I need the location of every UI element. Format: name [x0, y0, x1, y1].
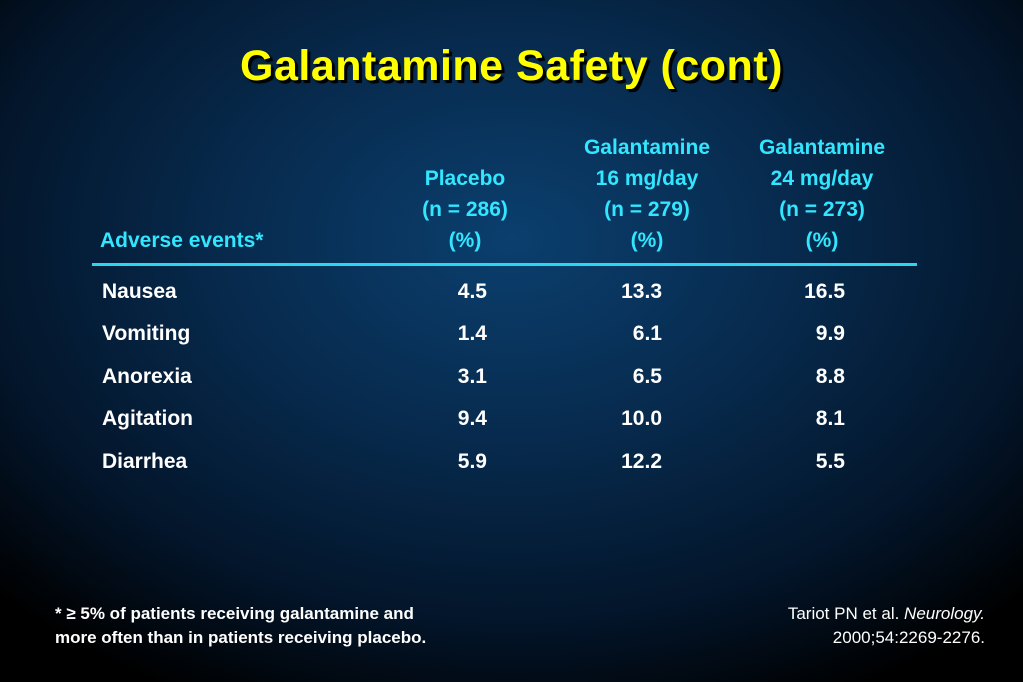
row-g24-value: 5.5: [815, 450, 845, 473]
row-event: Nausea: [102, 280, 177, 303]
header-adverse-events: Adverse events*: [100, 229, 264, 252]
row-placebo-value: 4.5: [457, 280, 487, 303]
header-galantamine-16: Galantamine 16 mg/day (n = 279) (%): [562, 132, 732, 256]
header-g16-line: (n = 279): [604, 198, 690, 221]
header-g16-line: 16 mg/day: [595, 167, 699, 190]
header-g16-line: Galantamine: [583, 136, 711, 159]
row-g16-value: 10.0: [621, 407, 662, 430]
row-g24-value: 16.5: [804, 280, 845, 303]
header-placebo-line: (%): [448, 229, 482, 252]
citation-line-1: Tariot PN et al. Neurology.: [788, 602, 985, 626]
citation-details: 2000;54:2269-2276.: [832, 628, 985, 647]
table-row: Diarrhea 5.9 12.2 5.5: [0, 450, 1023, 480]
header-placebo-line: (n = 286): [422, 198, 508, 221]
footnote: * ≥ 5% of patients receiving galantamine…: [55, 602, 426, 650]
slide-title: Galantamine Safety (cont): [240, 42, 783, 90]
header-divider: [92, 263, 917, 266]
row-event: Anorexia: [102, 365, 192, 388]
header-g24-line: 24 mg/day: [770, 167, 874, 190]
header-g24-line: (%): [805, 229, 839, 252]
table-row: Agitation 9.4 10.0 8.1: [0, 407, 1023, 437]
footnote-line: more often than in patients receiving pl…: [55, 628, 427, 647]
row-placebo-value: 3.1: [457, 365, 487, 388]
row-g16-value: 6.5: [632, 365, 662, 388]
header-g16-line: (%): [630, 229, 664, 252]
row-event: Diarrhea: [102, 450, 188, 473]
table-row: Nausea 4.5 13.3 16.5: [0, 280, 1023, 310]
row-g16-value: 13.3: [621, 280, 662, 303]
footnote-line: * ≥ 5% of patients receiving galantamine…: [55, 604, 414, 623]
row-g16-value: 6.1: [632, 322, 662, 345]
row-g24-value: 8.8: [815, 365, 845, 388]
header-placebo-line: Placebo: [424, 167, 506, 190]
header-g24-line: (n = 273): [779, 198, 865, 221]
header-galantamine-24: Galantamine 24 mg/day (n = 273) (%): [737, 132, 907, 256]
citation-journal: Neurology.: [904, 604, 985, 623]
citation-authors: Tariot PN et al.: [787, 604, 905, 623]
table-row: Vomiting 1.4 6.1 9.9: [0, 322, 1023, 352]
header-g24-line: Galantamine: [758, 136, 886, 159]
row-g16-value: 12.2: [621, 450, 662, 473]
row-placebo-value: 9.4: [457, 407, 487, 430]
header-placebo: Placebo (n = 286) (%): [395, 163, 535, 256]
row-g24-value: 8.1: [815, 407, 845, 430]
row-event: Vomiting: [102, 322, 191, 345]
row-placebo-value: 1.4: [457, 322, 487, 345]
row-g24-value: 9.9: [815, 322, 845, 345]
row-placebo-value: 5.9: [457, 450, 487, 473]
table-row: Anorexia 3.1 6.5 8.8: [0, 365, 1023, 395]
citation: Tariot PN et al. Neurology. 2000;54:2269…: [788, 602, 985, 650]
row-event: Agitation: [102, 407, 193, 430]
